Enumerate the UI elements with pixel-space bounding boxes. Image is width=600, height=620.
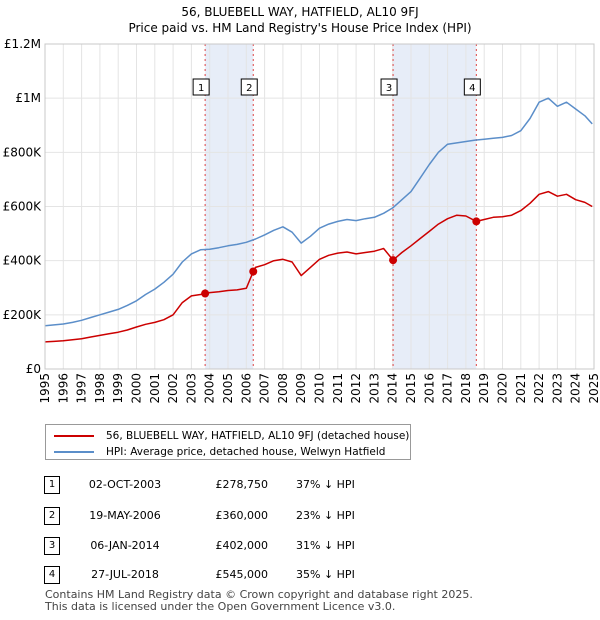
transaction-number: 2 [44,507,60,525]
footer-copyright: Contains HM Land Registry data © Crown c… [45,588,473,601]
x-tick-label: 2003 [184,373,198,404]
price-chart: £0 £200K £400K £600K £800K £1M £1.2M 1995 1996 19… [3,37,600,404]
y-tick-label: £600K [3,200,43,214]
x-tick-label: 2021 [514,373,528,404]
transaction-date: 19-MAY-2006 [89,509,161,522]
chart-legend: 56, BLUEBELL WAY, HATFIELD, AL10 9FJ (de… [45,424,411,460]
y-tick-label: £0 [26,362,41,376]
footer: Contains HM Land Registry data © Crown c… [45,589,473,613]
legend-swatch-hpi [54,451,94,453]
x-tick-label: 2020 [496,373,510,404]
legend-item-hpi: HPI: Average price, detached house, Welw… [54,445,385,459]
transaction-row: 3 06-JAN-2014 £402,000 31% ↓ HPI [0,537,600,557]
transaction-label-box [192,78,210,96]
transaction-label-box [463,78,481,96]
x-tick-label: 2015 [404,373,418,404]
legend-swatch-property [54,435,94,437]
transaction-point [389,256,398,265]
transaction-label: 1 [198,83,204,94]
chart-title: 56, BLUEBELL WAY, HATFIELD, AL10 9FJ [181,5,419,19]
transaction-label-box [240,78,258,96]
x-tick-label: 1995 [38,373,52,404]
x-tick-label: 2022 [532,373,546,404]
plot-border [44,43,595,370]
x-tick-label: 1997 [75,373,89,404]
transaction-price: £360,000 [215,509,269,522]
x-tick-label: 2023 [550,373,564,404]
x-tick-label: 2004 [203,373,217,404]
transaction-label-box [380,78,398,96]
y-tick-label: £1.2M [4,37,41,51]
x-tick-label: 2007 [258,373,272,404]
x-tick-label: 2001 [148,373,162,404]
legend-item-property: 56, BLUEBELL WAY, HATFIELD, AL10 9FJ (de… [54,429,409,443]
footer-license: This data is licensed under the Open Gov… [45,600,396,613]
legend-label-hpi: HPI: Average price, detached house, Welw… [106,446,386,458]
x-tick-label: 2018 [459,373,473,404]
transaction-label: 2 [246,83,252,94]
x-tick-label: 1999 [111,373,125,404]
transaction-hpi-diff: 31% ↓ HPI [296,539,355,552]
x-tick-label: 2014 [386,373,400,404]
transaction-price: £402,000 [215,539,269,552]
y-tick-label: £1M [15,91,41,105]
transaction-number: 3 [44,537,60,555]
transaction-row: 1 02-OCT-2003 £278,750 37% ↓ HPI [0,476,600,496]
transaction-label: 4 [469,83,475,94]
y-tick-label: £200K [3,308,43,322]
chart-subtitle: Price paid vs. HM Land Registry's House … [128,21,472,35]
x-tick-label: 2016 [422,373,436,404]
x-tick-label: 2024 [569,373,583,404]
transaction-price: £545,000 [215,568,269,581]
transaction-point [249,267,258,276]
transaction-row: 2 19-MAY-2006 £360,000 23% ↓ HPI [0,507,600,527]
x-tick-label: 2005 [221,373,235,404]
x-tick-label: 2025 [587,373,600,404]
x-tick-label: 2008 [276,373,290,404]
y-tick-label: £400K [3,254,43,268]
transaction-label: 3 [386,83,392,94]
transaction-hpi-diff: 23% ↓ HPI [296,509,355,522]
x-tick-label: 2011 [331,373,345,404]
x-tick-label: 1998 [93,373,107,404]
y-tick-label: £800K [3,145,43,159]
x-tick-label: 2012 [349,373,363,404]
transaction-point [472,217,481,226]
transaction-number: 4 [44,566,60,584]
series-line [44,190,593,343]
transaction-point [201,289,210,298]
x-tick-label: 2017 [441,373,455,404]
x-tick-label: 2009 [294,373,308,404]
transaction-number: 1 [44,476,60,494]
x-tick-label: 2006 [239,373,253,404]
transaction-date: 02-OCT-2003 [88,478,162,491]
x-tick-label: 2013 [367,373,381,404]
transaction-row: 4 27-JUL-2018 £545,000 35% ↓ HPI [0,566,600,586]
x-tick-label: 2002 [166,373,180,404]
x-tick-label: 2010 [313,373,327,404]
series-line [44,97,593,327]
x-tick-label: 2019 [477,373,491,404]
transaction-date: 27-JUL-2018 [91,568,159,581]
transaction-hpi-diff: 35% ↓ HPI [296,568,355,581]
x-tick-label: 2000 [130,373,144,404]
transaction-price: £278,750 [215,478,269,491]
legend-label-property: 56, BLUEBELL WAY, HATFIELD, AL10 9FJ (de… [106,430,410,442]
transaction-date: 06-JAN-2014 [90,539,160,552]
x-tick-label: 1996 [56,373,70,404]
transaction-hpi-diff: 37% ↓ HPI [296,478,355,491]
